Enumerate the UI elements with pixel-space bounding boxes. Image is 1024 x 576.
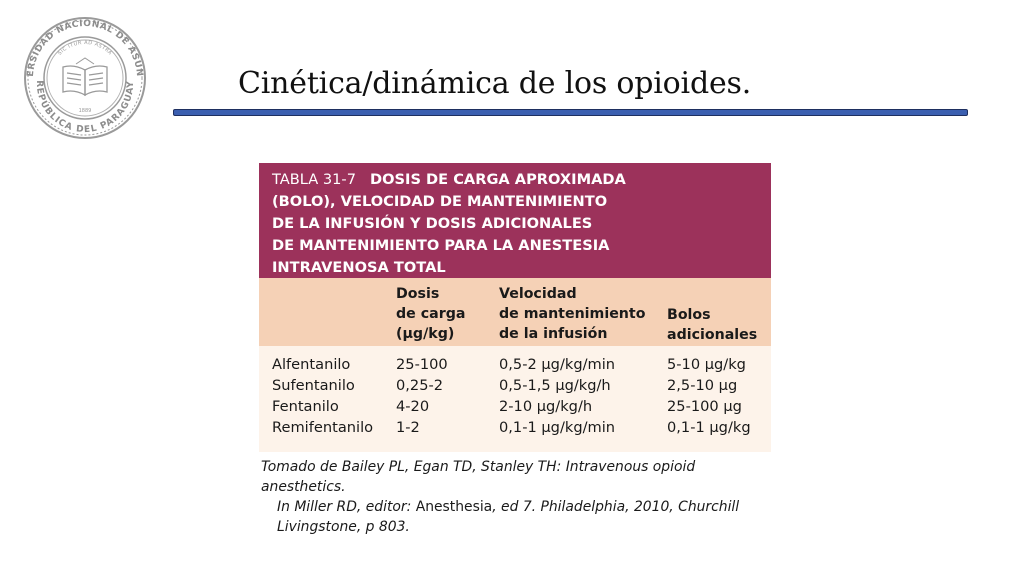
table-title-line: DOSIS DE CARGA APROXIMADA [370, 171, 626, 188]
table-row: Sufentanilo 0,25-2 0,5-1,5 μg/kg/h 2,5-1… [259, 375, 771, 396]
drug-name: Sufentanilo [272, 377, 355, 394]
infusion-rate: 0,1-1 μg/kg/min [499, 419, 616, 436]
table-title-line: (BOLO), VELOCIDAD DE MANTENIMIENTO [272, 193, 608, 210]
loading-dose: 25-100 [396, 356, 448, 373]
table-row: Remifentanilo 1-2 0,1-1 μg/kg/min 0,1-1 … [259, 417, 771, 438]
drug-name: Alfentanilo [272, 356, 351, 373]
header-line: de la infusión [499, 326, 608, 342]
citation-line: Tomado de Bailey PL, Egan TD, Stanley TH… [261, 459, 696, 495]
slide-title: Cinética/dinámica de los opioides. [238, 66, 752, 101]
column-header-infusion-rate: Velocidad de mantenimiento de la infusió… [499, 284, 645, 344]
infusion-rate: 2-10 μg/kg/h [499, 398, 593, 415]
loading-dose: 0,25-2 [396, 377, 444, 394]
header-line: Velocidad [499, 286, 577, 302]
infusion-rate: 0,5-2 μg/kg/min [499, 356, 616, 373]
column-header-additional-boluses: Bolos adicionales [667, 305, 757, 345]
citation-line: Livingstone, p 803. [277, 519, 410, 535]
drug-name: Remifentanilo [272, 419, 374, 436]
table-row: Fentanilo 4-20 2-10 μg/kg/h 25-100 μg [259, 396, 771, 417]
table-body: Alfentanilo 25-100 0,5-2 μg/kg/min 5-10 … [259, 346, 771, 452]
header-line: Dosis [396, 286, 440, 302]
header-line: Bolos [667, 307, 711, 323]
table-column-headers: Dosis de carga (μg/kg) Velocidad de mant… [259, 278, 771, 346]
loading-dose: 1-2 [396, 419, 420, 436]
additional-bolus: 0,1-1 μg/kg [667, 419, 751, 436]
header-line: de carga [396, 306, 466, 322]
table-title: TABLA 31-7 DOSIS DE CARGA APROXIMADA (BOL… [259, 163, 771, 278]
table-title-line: INTRAVENOSA TOTAL [272, 259, 446, 276]
header-line: (μg/kg) [396, 326, 455, 342]
infusion-rate: 0,5-1,5 μg/kg/h [499, 377, 611, 394]
open-book-icon [62, 57, 108, 97]
table-number: TABLA 31-7 [272, 171, 356, 188]
table-title-line: DE LA INFUSIÓN Y DOSIS ADICIONALES [272, 215, 593, 232]
column-header-loading-dose: Dosis de carga (μg/kg) [396, 284, 465, 344]
title-underline [173, 109, 968, 116]
citation-text: In Miller RD, editor: [277, 499, 416, 515]
table-title-line: DE MANTENIMIENTO PARA LA ANESTESIA [272, 237, 610, 254]
header-line: adicionales [667, 327, 758, 343]
additional-bolus: 2,5-10 μg [667, 377, 738, 394]
header-line: de mantenimiento [499, 306, 646, 322]
citation-line: In Miller RD, editor: Anesthesia, ed 7. … [261, 497, 781, 517]
seal-year: 1889 [79, 108, 92, 114]
additional-bolus: 25-100 μg [667, 398, 742, 415]
citation-text: , ed 7. Philadelphia, 2010, Churchill [492, 499, 740, 515]
university-seal-logo: UNIVERSIDAD NACIONAL DE ASUNCIÓN REPÚBLI… [2, 5, 164, 140]
table-source-citation: Tomado de Bailey PL, Egan TD, Stanley TH… [261, 457, 781, 537]
drug-name: Fentanilo [272, 398, 339, 415]
citation-book-title: Anesthesia [415, 499, 493, 515]
loading-dose: 4-20 [396, 398, 430, 415]
dosage-table: TABLA 31-7 DOSIS DE CARGA APROXIMADA (BOL… [259, 163, 771, 452]
table-row: Alfentanilo 25-100 0,5-2 μg/kg/min 5-10 … [259, 354, 771, 375]
additional-bolus: 5-10 μg/kg [667, 356, 746, 373]
